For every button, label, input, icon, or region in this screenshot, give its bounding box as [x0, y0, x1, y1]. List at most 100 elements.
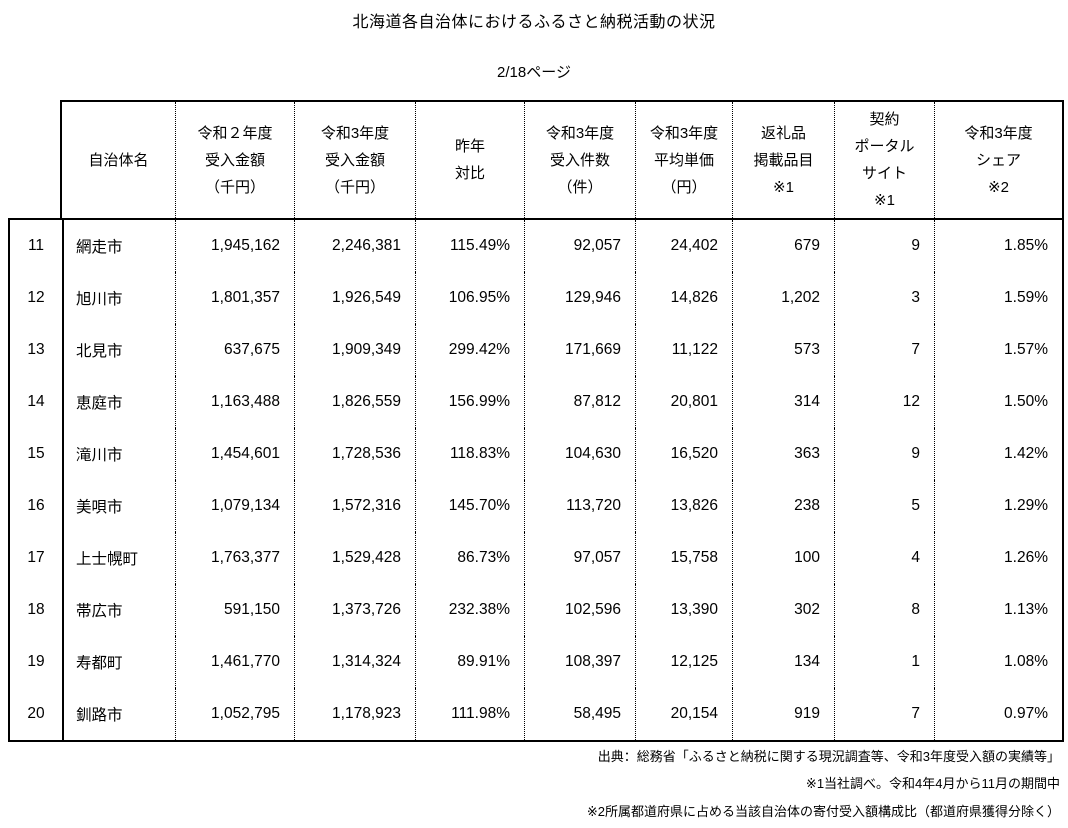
cell-row-number: 11	[27, 237, 45, 254]
cell-r2-amount: 1,801,357	[175, 272, 294, 324]
cell-average-price: 12,125	[635, 636, 732, 688]
cell-average-price: 11,122	[635, 324, 732, 376]
cell-share: 1.85%	[934, 220, 1062, 272]
cell-r2-amount: 1,461,770	[175, 636, 294, 688]
cell-r3-amount: 1,178,923	[294, 688, 415, 740]
cell-municipality-name: 帯広市	[62, 584, 175, 636]
cell-r2-amount: 1,163,488	[175, 376, 294, 428]
cell-receipt-count: 92,057	[524, 220, 635, 272]
cell-municipality-name: 網走市	[62, 220, 175, 272]
cell-share: 1.42%	[934, 428, 1062, 480]
cell-receipt-count: 171,669	[524, 324, 635, 376]
cell-yoy-ratio: 86.73%	[415, 532, 524, 584]
cell-portal-sites: 9	[834, 428, 934, 480]
cell-r2-amount: 1,945,162	[175, 220, 294, 272]
cell-row-number: 15	[27, 445, 45, 462]
cell-receipt-count: 87,812	[524, 376, 635, 428]
cell-average-price: 20,801	[635, 376, 732, 428]
footnote-line: ※2所属都道府県に占める当該自治体の寄付受入額構成比（都道府県獲得分除く）	[586, 803, 1060, 819]
furusato-nozei-table: 自治体名 令和２年度 受入金額 （千円） 令和3年度 受入金額 （千円） 昨年 対比令…	[0, 100, 1064, 742]
cell-gift-items: 573	[732, 324, 834, 376]
cell-row-number: 13	[27, 341, 45, 358]
cell-municipality-name: 旭川市	[62, 272, 175, 324]
table-header-row: 自治体名 令和２年度 受入金額 （千円） 令和3年度 受入金額 （千円） 昨年 対比令…	[60, 100, 1064, 218]
column-header-yoy: 昨年 対比	[415, 102, 524, 218]
cell-receipt-count: 97,057	[524, 532, 635, 584]
cell-yoy-ratio: 118.83%	[415, 428, 524, 480]
cell-r2-amount: 1,079,134	[175, 480, 294, 532]
cell-portal-sites: 4	[834, 532, 934, 584]
cell-receipt-count: 108,397	[524, 636, 635, 688]
cell-gift-items: 363	[732, 428, 834, 480]
cell-r2-amount: 1,763,377	[175, 532, 294, 584]
cell-r3-amount: 1,314,324	[294, 636, 415, 688]
cell-receipt-count: 113,720	[524, 480, 635, 532]
cell-yoy-ratio: 299.42%	[415, 324, 524, 376]
cell-municipality-name: 上士幌町	[62, 532, 175, 584]
cell-portal-sites: 9	[834, 220, 934, 272]
cell-share: 1.26%	[934, 532, 1062, 584]
cell-average-price: 15,758	[635, 532, 732, 584]
cell-receipt-count: 104,630	[524, 428, 635, 480]
cell-r3-amount: 1,529,428	[294, 532, 415, 584]
cell-yoy-ratio: 156.99%	[415, 376, 524, 428]
page-number-indicator: 2/18ページ	[497, 64, 571, 81]
column-header-name: 自治体名	[88, 151, 149, 169]
cell-gift-items: 679	[732, 220, 834, 272]
cell-r3-amount: 1,909,349	[294, 324, 415, 376]
footnote-line: ※1当社調べ。令和4年4月から11月の期間中	[805, 776, 1060, 792]
cell-portal-sites: 3	[834, 272, 934, 324]
cell-row-number: 12	[27, 289, 45, 306]
cell-average-price: 16,520	[635, 428, 732, 480]
cell-share: 1.50%	[934, 376, 1062, 428]
cell-gift-items: 919	[732, 688, 834, 740]
cell-row-number: 20	[27, 705, 45, 722]
cell-gift-items: 1,202	[732, 272, 834, 324]
cell-yoy-ratio: 89.91%	[415, 636, 524, 688]
cell-municipality-name: 恵庭市	[62, 376, 175, 428]
cell-yoy-ratio: 145.70%	[415, 480, 524, 532]
cell-average-price: 14,826	[635, 272, 732, 324]
cell-share: 1.59%	[934, 272, 1062, 324]
cell-r2-amount: 591,150	[175, 584, 294, 636]
cell-portal-sites: 1	[834, 636, 934, 688]
cell-municipality-name: 寿都町	[62, 636, 175, 688]
cell-r3-amount: 2,246,381	[294, 220, 415, 272]
column-header-share: 令和3年度 シェア ※2	[934, 102, 1062, 218]
footnotes: 出典：総務省「ふるさと納税に関する現況調査等、令和3年度受入額の実績等」 ※1当社…	[587, 743, 1060, 825]
cell-receipt-count: 58,495	[524, 688, 635, 740]
cell-receipt-count: 129,946	[524, 272, 635, 324]
cell-portal-sites: 12	[834, 376, 934, 428]
column-header-portal-sites: 契約 ポータル サイト ※1	[834, 102, 934, 218]
cell-r3-amount: 1,728,536	[294, 428, 415, 480]
cell-municipality-name: 滝川市	[62, 428, 175, 480]
column-header-gift-items: 返礼品 掲載品目 ※1	[732, 102, 834, 218]
cell-municipality-name: 美唄市	[62, 480, 175, 532]
cell-gift-items: 134	[732, 636, 834, 688]
cell-r2-amount: 637,675	[175, 324, 294, 376]
cell-share: 1.13%	[934, 584, 1062, 636]
cell-row-number: 17	[27, 549, 45, 566]
column-header-count: 令和3年度 受入件数 （件）	[524, 102, 635, 218]
column-header-avg-price: 令和3年度 平均単価 （円）	[635, 102, 732, 218]
cell-r3-amount: 1,572,316	[294, 480, 415, 532]
cell-average-price: 20,154	[635, 688, 732, 740]
table-body: 11 網走市 1,945,162 2,246,381 115.49% 92,057 24,4…	[8, 218, 1064, 742]
cell-yoy-ratio: 232.38%	[415, 584, 524, 636]
cell-r3-amount: 1,826,559	[294, 376, 415, 428]
page-title: 北海道各自治体におけるふるさと納税活動の状況	[352, 14, 716, 31]
cell-gift-items: 302	[732, 584, 834, 636]
cell-r3-amount: 1,926,549	[294, 272, 415, 324]
cell-row-number: 19	[27, 653, 45, 670]
cell-average-price: 13,826	[635, 480, 732, 532]
cell-gift-items: 100	[732, 532, 834, 584]
column-header-r3-amount: 令和3年度 受入金額 （千円）	[294, 102, 415, 218]
cell-yoy-ratio: 106.95%	[415, 272, 524, 324]
cell-row-number: 14	[27, 393, 45, 410]
footnote-line: 出典：総務省「ふるさと納税に関する現況調査等、令和3年度受入額の実績等」	[597, 749, 1060, 764]
cell-r3-amount: 1,373,726	[294, 584, 415, 636]
cell-r2-amount: 1,454,601	[175, 428, 294, 480]
cell-share: 1.57%	[934, 324, 1062, 376]
cell-portal-sites: 7	[834, 688, 934, 740]
